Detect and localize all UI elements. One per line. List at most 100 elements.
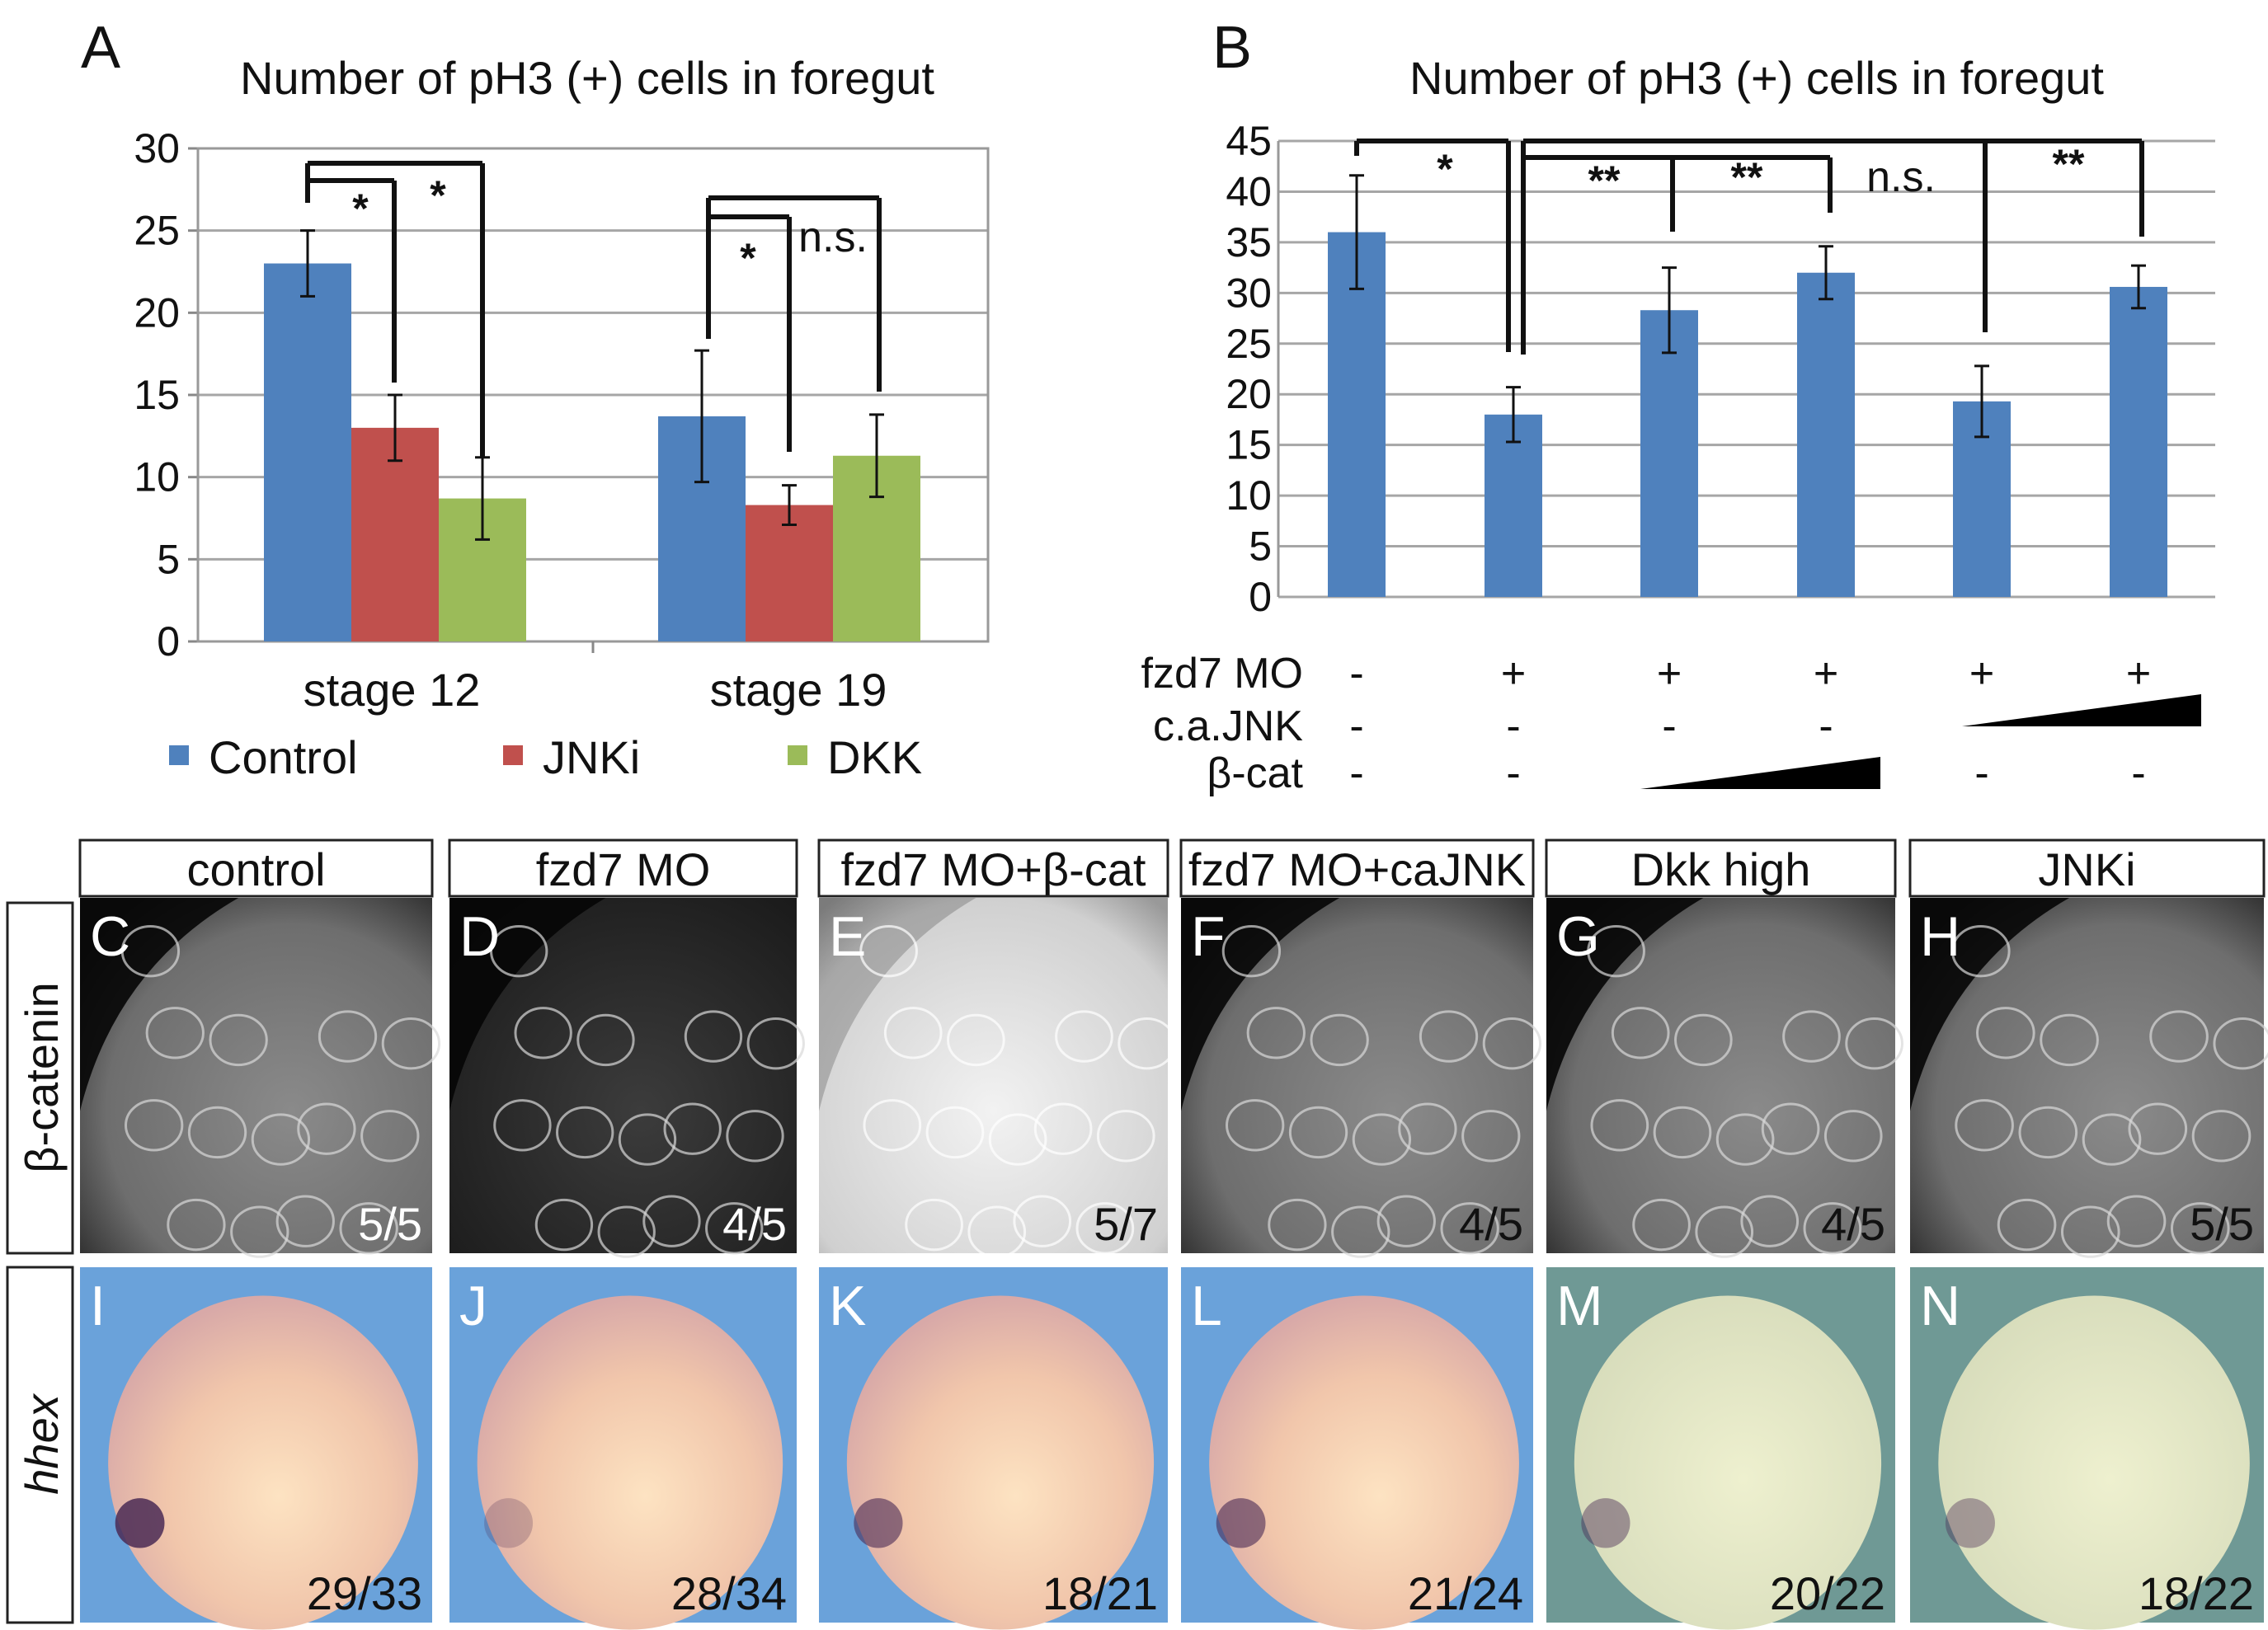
cell-outline [493,1099,552,1152]
cell-outline [1632,1198,1691,1252]
cell-outline [1331,1205,1390,1258]
y-tick-label: 10 [1226,472,1272,519]
y-tick-label: 15 [134,372,180,418]
cell-outline [209,1013,268,1067]
cell-outline [2170,1202,2230,1255]
column-header: control [186,843,325,895]
panel-count: 5/5 [358,1198,422,1250]
cell-outline [1461,1110,1521,1163]
condition-label: c.a.JNK [1153,702,1303,750]
cell-outline [2191,1110,2252,1163]
condition-label: β-cat [1207,749,1303,797]
hhex-staining [115,1498,165,1548]
cell-outline [1955,1099,2014,1152]
y-tick-label: 45 [1226,118,1272,164]
cell-outline [381,1017,441,1070]
panel-letter: G [1556,905,1600,968]
y-tick-label: 35 [1226,219,1272,265]
cell-outline [297,1102,356,1155]
cell-outline [726,1110,784,1163]
panel-letter: F [1191,905,1226,968]
cell-outline [1695,1205,1754,1258]
column-header-box [1908,838,2266,898]
row-label-beta-catenin: β-catenin [16,982,68,1172]
y-tick-label: 10 [134,454,180,500]
column-header-box [817,838,1169,898]
hhex-staining [1581,1498,1630,1548]
bar-3 [1797,272,1855,597]
embryo [477,1295,783,1630]
condition-mark: - [1819,702,1833,750]
column-header-box [1179,838,1535,898]
cell-outline [1055,1010,1113,1063]
image-background-region [1546,898,1704,1111]
cell-outline [1221,924,1282,978]
hhex-staining [1216,1498,1266,1548]
significance-label: * [740,235,756,281]
panel-label-b: B [1212,15,1252,81]
condition-mark: - [1662,702,1676,750]
condition-mark: + [1969,650,1994,698]
embryo [846,1295,1155,1630]
cell-outline [1803,1202,1862,1255]
cell-outline [905,1198,963,1252]
bar-2 [1640,310,1698,597]
cell-outline [1310,1013,1369,1067]
cell-outline [576,1013,635,1067]
y-tick-label: 0 [1249,574,1272,620]
embryo [1938,1295,2250,1630]
embryo [108,1295,418,1630]
panel-count: 4/5 [722,1198,787,1250]
cell-outline [1033,1102,1093,1155]
y-tick-label: 40 [1226,168,1272,214]
embryo [1209,1295,1519,1630]
panel-letter: H [1920,905,1960,968]
condition-mark: - [1349,702,1363,750]
cell-outline [1997,1198,2057,1252]
cell-outline [1268,1198,1327,1252]
cell-outline [1013,1195,1072,1247]
x-category-label: stage 19 [710,664,887,716]
cell-outline [125,1099,184,1152]
panel-letter: L [1191,1275,1222,1337]
row-label-box [6,1266,74,1624]
image-background-region [80,898,239,1111]
column-header-box [448,838,798,898]
cell-outline [967,1205,1027,1258]
cell-outline [339,1202,398,1255]
significance-label: * [352,186,369,232]
cell-outline [1653,1106,1712,1159]
cell-outline [1950,924,2011,978]
cell-outline [863,1099,922,1152]
condition-mark: + [1657,650,1682,698]
bar-control-0 [264,263,351,641]
cell-outline [1398,1102,1457,1155]
condition-mark: - [1506,702,1520,750]
column-header: fzd7 MO [536,843,711,895]
significance-label: ** [1588,157,1621,204]
condition-label: fzd7 MO [1141,650,1304,698]
significance-label: ** [1731,154,1763,200]
beta-catenin-image [819,898,1168,1253]
cell-outline [120,924,181,978]
bar-jnki-0 [351,427,439,641]
cell-outline [1761,1102,1820,1155]
bcat-dose-ramp [1640,757,1880,789]
panel-count: 18/22 [2139,1567,2254,1619]
row-label-hhex: hhex [16,1393,68,1494]
image-background-region [449,898,606,1111]
cell-outline [618,1113,677,1166]
cell-outline [514,1007,572,1059]
panel-letter: E [829,905,866,968]
cell-outline [1246,1007,1306,1059]
image-background-region [1181,898,1340,1111]
x-category-label: stage 12 [303,664,481,716]
embryo [1574,1295,1882,1630]
panel-count: 5/5 [2190,1198,2254,1250]
cell-outline [883,1007,943,1059]
significance-label: n.s. [798,214,868,261]
significance-label: * [1437,146,1453,192]
y-tick-label: 25 [1226,321,1272,367]
cell-outline [684,1010,743,1063]
